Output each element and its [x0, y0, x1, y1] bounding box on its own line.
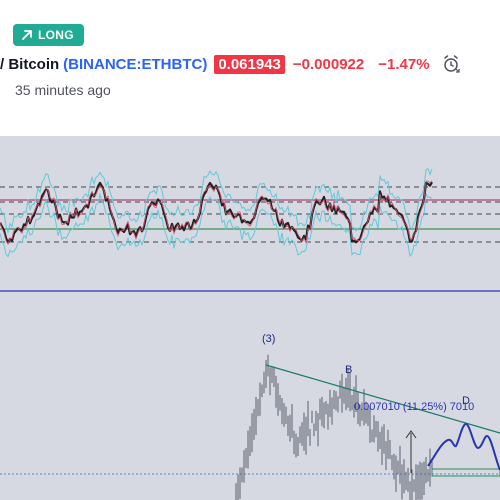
wave-label-b: B — [345, 364, 352, 376]
chart-canvas[interactable]: (3) B D 0.007010 (11.25%) 7010 — [0, 136, 500, 500]
long-badge[interactable]: LONG — [13, 24, 84, 46]
chart-drawing[interactable]: (3) B D 0.007010 (11.25%) 7010 — [0, 136, 500, 500]
oscillator-pane — [0, 168, 500, 292]
oscillator-line — [0, 181, 433, 244]
price-pane: (3) B D 0.007010 (11.25%) 7010 — [0, 333, 500, 500]
price-change-percent: −1.47% — [378, 55, 430, 73]
band-lower — [0, 192, 433, 258]
oscillator-signal — [0, 180, 433, 246]
symbol-title: / Bitcoin — [0, 55, 60, 73]
measure-label: 0.007010 (11.25%) 7010 — [354, 401, 474, 413]
arrow-up-right-icon — [22, 30, 32, 40]
price-bars — [235, 354, 433, 500]
idea-header: LONG / Bitcoin (BINANCE:ETHBTC) 0.061943… — [0, 0, 500, 136]
measure-arrow-head — [405, 430, 417, 439]
descending-trendline — [265, 364, 500, 434]
long-badge-label: LONG — [38, 28, 74, 42]
price-change: −0.000922 — [292, 55, 365, 73]
published-time: 35 minutes ago — [15, 82, 111, 98]
alarm-clock-icon[interactable] — [442, 54, 462, 74]
wave-projection-path — [427, 422, 500, 471]
wave-label-d: D — [462, 395, 470, 407]
symbol-title-row: / Bitcoin (BINANCE:ETHBTC) 0.061943 −0.0… — [0, 54, 462, 74]
price-badge: 0.061943 — [214, 54, 285, 74]
band-upper — [0, 168, 433, 235]
projection-box — [431, 468, 500, 477]
wave-label-3: (3) — [262, 333, 275, 345]
symbol-link[interactable]: (BINANCE:ETHBTC) — [63, 55, 208, 73]
